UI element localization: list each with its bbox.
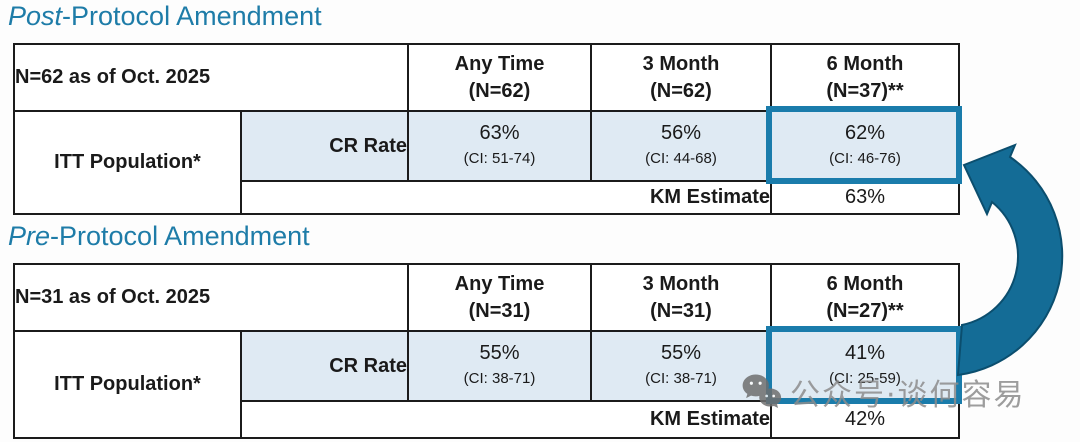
post-col-3month: 3 Month (N=62) xyxy=(590,43,772,112)
pre-km-estimate-value: 42% xyxy=(770,400,960,439)
pre-km-estimate-label: KM Estimate xyxy=(240,400,772,439)
post-amendment-table: N=62 as of Oct. 2025 Any Time (N=62) 3 Mo… xyxy=(13,43,960,215)
post-col-anytime: Any Time (N=62) xyxy=(407,43,592,112)
table-row: ITT Population* CR Rate 55% (CI: 38-71) 5… xyxy=(13,330,960,439)
post-cr-rate-label: CR Rate xyxy=(240,110,409,182)
post-km-estimate-value: 63% xyxy=(770,180,960,215)
col-header-line2: (N=31) xyxy=(650,299,712,322)
pre-col-3month: 3 Month (N=31) xyxy=(590,263,772,332)
cr-value: 63% xyxy=(479,122,520,144)
pre-itt-population-cell: ITT Population* xyxy=(13,330,242,439)
col-header-line1: Any Time xyxy=(454,272,545,295)
cr-value: 56% xyxy=(660,122,702,144)
col-header-line2: (N=62) xyxy=(468,79,531,102)
col-header-line1: 3 Month xyxy=(642,272,720,295)
post-section-title: Post-Protocol Amendment xyxy=(8,1,322,31)
post-col-6month: 6 Month (N=37)** xyxy=(770,43,960,112)
col-header-line1: 3 Month xyxy=(642,52,720,75)
post-title-rest-part: -Protocol Amendment xyxy=(62,1,322,31)
pre-title-italic-part: Pre xyxy=(8,221,51,251)
cr-value: 55% xyxy=(479,342,520,364)
pre-cr-3month-cell: 55% (CI: 38-71) xyxy=(590,330,772,402)
cr-value: 62% xyxy=(844,122,886,144)
col-header-line2: (N=27)** xyxy=(826,299,904,322)
post-cr-6month-cell: 62% (CI: 46-76) xyxy=(770,110,960,182)
post-cr-3month-cell: 56% (CI: 44-68) xyxy=(590,110,772,182)
cr-value: 41% xyxy=(844,342,886,364)
pre-section-title: Pre-Protocol Amendment xyxy=(8,221,310,251)
table-row: N=31 as of Oct. 2025 Any Time (N=31) 3 Mo… xyxy=(13,263,960,332)
post-title-italic-part: Post xyxy=(8,1,63,31)
cr-ci: (CI: 38-71) xyxy=(463,370,536,387)
pre-cr-rate-label: CR Rate xyxy=(240,330,409,402)
pre-col-anytime: Any Time (N=31) xyxy=(407,263,592,332)
pre-cr-6month-cell: 41% (CI: 25-59) xyxy=(770,330,960,402)
cr-value: 55% xyxy=(660,342,702,364)
table-row: N=62 as of Oct. 2025 Any Time (N=62) 3 Mo… xyxy=(13,43,960,112)
col-header-line1: 6 Month xyxy=(826,272,904,295)
cr-ci: (CI: 38-71) xyxy=(645,370,717,387)
post-cr-anytime-cell: 63% (CI: 51-74) xyxy=(407,110,592,182)
pre-amendment-table: N=31 as of Oct. 2025 Any Time (N=31) 3 Mo… xyxy=(13,263,960,439)
col-header-line2: (N=31) xyxy=(468,299,531,322)
table-row: KM Estimate 42% xyxy=(14,400,960,439)
post-itt-population-cell: ITT Population* xyxy=(13,110,242,215)
pre-col-6month: 6 Month (N=27)** xyxy=(770,263,960,332)
curved-comparison-arrow xyxy=(956,143,1064,377)
post-corner-cell: N=62 as of Oct. 2025 xyxy=(13,43,409,112)
col-header-line1: 6 Month xyxy=(826,52,904,75)
pre-title-rest-part: -Protocol Amendment xyxy=(50,221,310,251)
table-row: KM Estimate 63% xyxy=(14,180,960,215)
table-row: ITT Population* CR Rate 63% (CI: 51-74) 5… xyxy=(13,110,960,215)
col-header-line2: (N=62) xyxy=(650,79,712,102)
col-header-line1: Any Time xyxy=(454,52,545,75)
cr-ci: (CI: 46-76) xyxy=(829,150,901,167)
cr-ci: (CI: 25-59) xyxy=(829,370,901,387)
cr-ci: (CI: 51-74) xyxy=(463,150,536,167)
post-km-estimate-label: KM Estimate xyxy=(240,180,772,215)
col-header-line2: (N=37)** xyxy=(826,79,904,102)
pre-cr-anytime-cell: 55% (CI: 38-71) xyxy=(407,330,592,402)
cr-ci: (CI: 44-68) xyxy=(645,150,717,167)
pre-corner-cell: N=31 as of Oct. 2025 xyxy=(13,263,409,332)
